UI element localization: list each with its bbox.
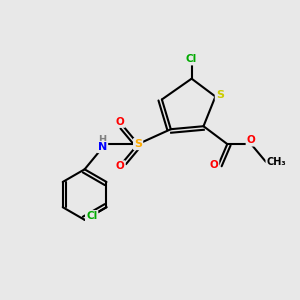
Text: O: O (247, 136, 255, 146)
Text: S: S (134, 139, 142, 149)
Text: Cl: Cl (186, 54, 197, 64)
Text: CH₃: CH₃ (266, 157, 286, 167)
Text: H: H (98, 135, 106, 145)
Text: S: S (216, 90, 224, 100)
Text: O: O (209, 160, 218, 170)
Text: N: N (98, 142, 107, 152)
Text: O: O (116, 117, 125, 127)
Text: O: O (116, 161, 125, 171)
Text: Cl: Cl (86, 211, 97, 221)
